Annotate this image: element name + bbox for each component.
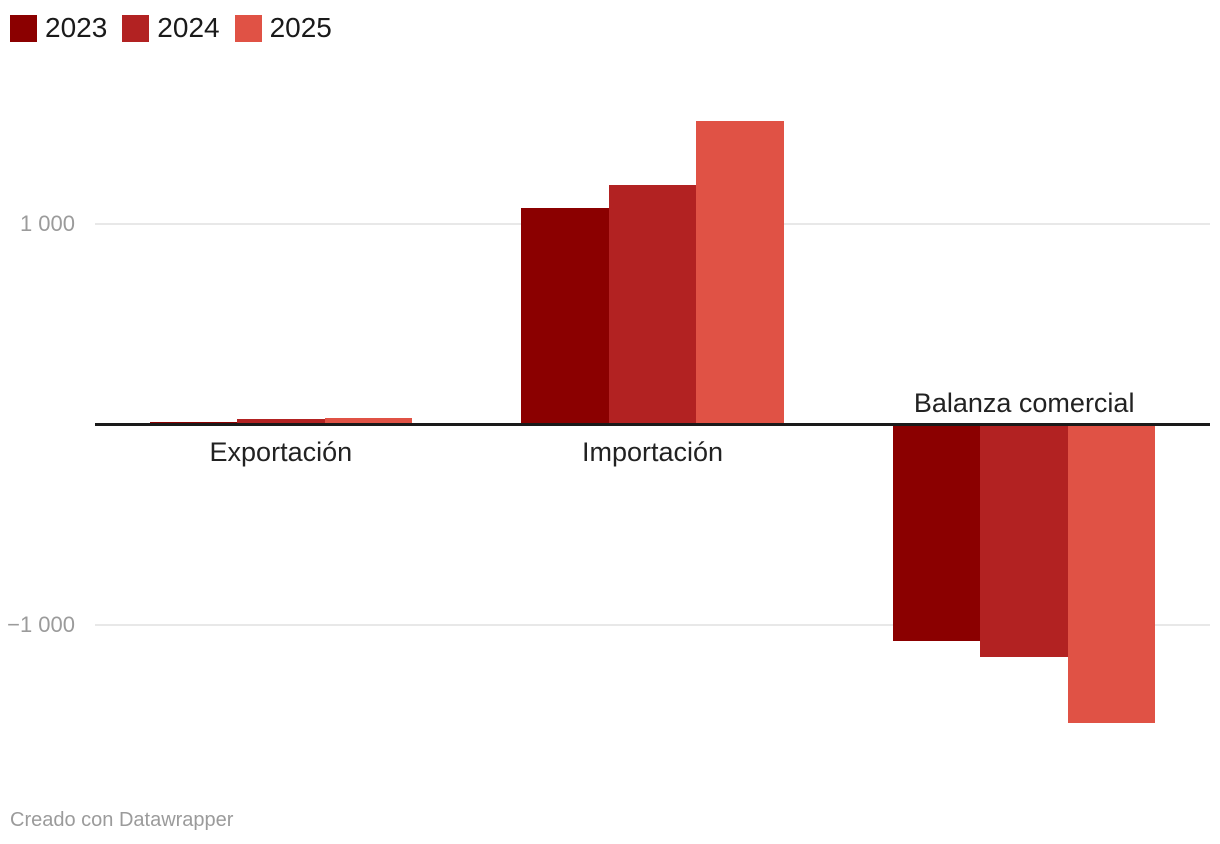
bar-exportación-2024[interactable] (237, 419, 325, 424)
category-label-exportacion: Exportación (209, 437, 353, 467)
bar-importación-2025[interactable] (696, 121, 784, 424)
category-label-importacion: Importación (581, 437, 724, 467)
bar-balanza-comercial-2025[interactable] (1067, 424, 1156, 723)
gridline--1000 (95, 623, 1210, 626)
legend-label-2023: 2023 (45, 12, 108, 43)
legend-item-2024: 2024 (122, 12, 220, 43)
legend-swatch-2024 (122, 14, 150, 42)
legend-swatch-2023 (10, 14, 37, 42)
bar-balanza-comercial-2024[interactable] (980, 424, 1068, 657)
category-label-balanza-comercial: Balanza comercial (913, 388, 1135, 418)
bar-importación-2024[interactable] (608, 185, 697, 424)
datawrapper-credit-link[interactable]: Creado con Datawrapper (10, 809, 234, 831)
bar-importación-2023[interactable] (521, 207, 609, 424)
bar-balanza-comercial-2023[interactable] (893, 424, 981, 641)
legend: 2023 2024 2025 (10, 13, 332, 43)
y-axis-tick-positive: 1 000 (19, 210, 75, 236)
legend-label-2024: 2024 (157, 12, 220, 43)
legend-item-2023: 2023 (10, 13, 107, 43)
y-axis-tick-negative: −1 000 (7, 611, 75, 637)
bar-exportación-2025[interactable] (324, 418, 413, 424)
legend-label-2025: 2025 (269, 12, 332, 43)
legend-item-2025: 2025 (234, 12, 332, 43)
legend-swatch-2025 (234, 14, 262, 42)
zero-axis-line (95, 423, 1210, 426)
